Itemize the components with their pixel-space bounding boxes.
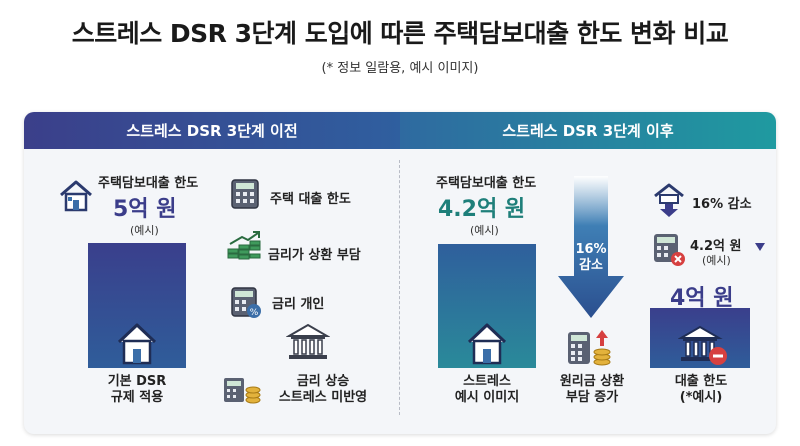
caption-rate-rise: 금리 상승 스트레스 미반영 (262, 374, 384, 406)
arrow-word: 감소 (579, 258, 603, 273)
coin-growth-icon (227, 231, 261, 260)
factor-housing-limit: 주택 대출 한도 (270, 192, 351, 207)
caption-base-dsr: 기본 DSR 규제 적용 (100, 374, 174, 406)
page-title: 스트레스 DSR 3단계 도입에 따른 주택담보대출 한도 변화 비교 (71, 19, 729, 48)
svg-text:%: % (250, 308, 259, 318)
caption-principal-line2: 부담 증가 (565, 390, 619, 405)
factor-personal-rate: 금리 개인 (272, 297, 325, 312)
calculator-icon (231, 179, 259, 209)
bank-minus-icon (678, 325, 727, 365)
caption-loan-limit-line2: (*예시) (679, 390, 723, 405)
caption-loan-limit: 대출 한도 (*예시) (656, 374, 746, 406)
calculator-coins-up-icon (568, 330, 611, 366)
triangle-down-icon (755, 243, 765, 251)
decrease-label: 16% 감소 (692, 197, 752, 212)
caption-principal-line1: 원리금 상환 (559, 374, 625, 389)
bank-icon (286, 323, 330, 359)
caption-base-dsr-line1: 기본 DSR (107, 374, 167, 389)
house-down-icon (654, 183, 684, 217)
caption-principal: 원리금 상환 부담 증가 (544, 374, 640, 406)
section-divider (399, 160, 400, 415)
after-heading: 스트레스 DSR 3단계 이후 (400, 112, 776, 149)
calculator-percent-icon: % (231, 287, 261, 318)
factor-rate-burden: 금리가 상환 부담 (268, 248, 361, 263)
amount-4-label: 4억 원 (670, 286, 734, 311)
before-example-note: (예시) (130, 224, 159, 237)
arrow-label: 16% 감소 (575, 242, 607, 274)
house-icon (467, 323, 507, 365)
calculator-coins-icon (224, 378, 261, 404)
caption-stress-line2: 예시 이미지 (454, 390, 520, 405)
caption-stress-line1: 스트레스 (463, 374, 511, 389)
decrease-arrow-icon (558, 176, 624, 318)
amount-42-label: 4.2억 원 (690, 239, 742, 254)
page-subtitle: (* 정보 일람용, 예시 이미지) (321, 61, 479, 76)
amount-42-example: (예시) (702, 254, 731, 267)
after-loan-amount: 4.2억 원 (438, 197, 526, 222)
caption-rate-rise-line1: 금리 상승 (296, 374, 350, 389)
house-icon (117, 323, 157, 365)
caption-base-dsr-line2: 규제 적용 (110, 390, 164, 405)
calculator-x-icon (654, 234, 685, 266)
before-heading: 스트레스 DSR 3단계 이전 (24, 112, 400, 149)
before-loan-amount: 5억 원 (113, 197, 177, 222)
after-example-note: (예시) (470, 224, 499, 237)
caption-loan-limit-line1: 대출 한도 (674, 374, 728, 389)
before-loan-label: 주택담보대출 한도 (98, 176, 199, 191)
arrow-pct: 16% (575, 242, 607, 257)
caption-stress: 스트레스 예시 이미지 (438, 374, 536, 406)
after-loan-label: 주택담보대출 한도 (436, 176, 537, 191)
caption-rate-rise-line2: 스트레스 미반영 (278, 390, 368, 405)
house-icon (60, 180, 92, 212)
